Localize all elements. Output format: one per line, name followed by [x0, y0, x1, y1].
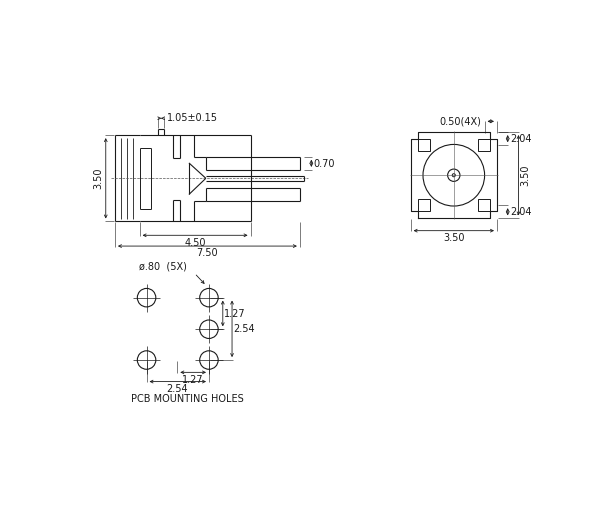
Text: 0.50(4X): 0.50(4X)	[440, 116, 482, 126]
Text: PCB MOUNTING HOLES: PCB MOUNTING HOLES	[131, 393, 244, 404]
Bar	[418, 199, 430, 211]
Text: 2.04: 2.04	[510, 134, 532, 144]
Text: 3.50: 3.50	[94, 168, 103, 189]
Text: 1.27: 1.27	[182, 375, 203, 385]
Text: 1.27: 1.27	[224, 309, 246, 319]
Bar	[418, 139, 430, 151]
Text: 7.50: 7.50	[197, 248, 218, 258]
Text: 3.50: 3.50	[443, 233, 464, 243]
Text: ø.80  (5X): ø.80 (5X)	[139, 262, 187, 271]
Text: 2.54: 2.54	[167, 384, 188, 394]
Text: 0.70: 0.70	[314, 159, 335, 169]
Text: 3.50: 3.50	[521, 164, 531, 186]
Text: 1.05±0.15: 1.05±0.15	[167, 113, 218, 123]
Text: 4.50: 4.50	[184, 238, 206, 248]
Bar	[478, 139, 490, 151]
Text: 2.54: 2.54	[233, 324, 255, 334]
Text: 2.04: 2.04	[510, 207, 532, 217]
Bar	[478, 199, 490, 211]
